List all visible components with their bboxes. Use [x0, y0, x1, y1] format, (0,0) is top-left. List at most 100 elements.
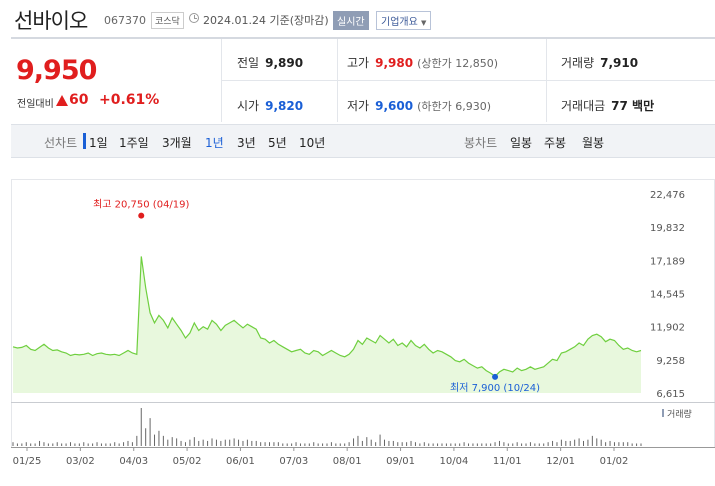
volume: 거래량 7,910 [561, 54, 638, 71]
volume-bar [437, 443, 439, 446]
volume-bar [450, 443, 452, 446]
lower-limit: (하한가 6,930) [417, 100, 491, 113]
max-marker [138, 212, 145, 219]
y-tick-label: 11,902 [650, 323, 685, 334]
volume-bar [273, 442, 275, 446]
volume-bar [123, 442, 125, 446]
tab-daily[interactable]: 일봉 [510, 136, 533, 150]
volume-bar [176, 438, 178, 446]
volume-bar [574, 439, 576, 446]
volume-bar [441, 443, 443, 446]
stock-header: 선바이오 067370 코스닥 2024.01.24 기준(장마감) 실시간 기… [0, 0, 715, 38]
volume-bar [167, 439, 169, 446]
volume-bar [211, 438, 213, 446]
volume-bar [313, 442, 315, 446]
volume-bar [282, 443, 284, 446]
high-label: 고가 [347, 56, 370, 70]
volume-bar [587, 439, 589, 446]
volume-bar [512, 443, 514, 446]
volume-bar [242, 440, 244, 446]
volume-bar [299, 443, 301, 446]
volume-bar [596, 438, 598, 446]
volume-bar [401, 442, 403, 446]
volume-bar [366, 437, 368, 446]
volume-bar [308, 443, 310, 446]
high-price: 고가 9,980 (상한가 12,850) [347, 54, 498, 71]
volume-bar [410, 440, 412, 446]
upper-limit: (상한가 12,850) [417, 57, 498, 70]
volume-bar [286, 443, 288, 446]
prev-close: 전일 9,890 [237, 54, 303, 71]
volume-bar [383, 439, 385, 446]
price-line [12, 256, 642, 378]
volume-bar [140, 408, 142, 446]
volume-bar [109, 443, 111, 446]
tab-monthly[interactable]: 월봉 [582, 136, 605, 150]
volume-bar [127, 440, 129, 446]
tab-3m[interactable]: 3개월 [162, 136, 192, 150]
volume-bar [34, 443, 36, 446]
volume-bar [74, 443, 76, 446]
tab-1y[interactable]: 1년 [205, 136, 224, 150]
change-label: 전일대비 [17, 99, 54, 110]
volume-bar [348, 442, 350, 446]
volume-bar [459, 443, 461, 446]
volume-bar [264, 442, 266, 446]
volume-bar [52, 443, 54, 446]
volume-bar [432, 443, 434, 446]
chart-tabs: 선차트 1일 1주일 3개월 1년 3년 5년 10년 봉차트 일봉 주봉 월봉 [11, 124, 715, 158]
tab-weekly[interactable]: 주봉 [544, 136, 567, 150]
tab-1w[interactable]: 1주일 [119, 136, 149, 150]
base-date-value: 2024.01.24 [203, 14, 266, 27]
volume-bar [118, 443, 120, 446]
volume-bar [25, 442, 27, 446]
tab-5y[interactable]: 5년 [268, 136, 287, 150]
price-area [13, 256, 641, 393]
prev-close-label: 전일 [237, 56, 260, 70]
low-price: 저가 9,600 (하한가 6,930) [347, 97, 491, 114]
realtime-button[interactable]: 실시간 [333, 11, 369, 30]
tab-10y[interactable]: 10년 [299, 136, 326, 150]
volume-bar [326, 443, 328, 446]
volume-bar [149, 418, 151, 446]
volume-bar [379, 434, 381, 446]
volume-bar [552, 440, 554, 446]
up-triangle-icon [56, 95, 68, 106]
volume-bar [246, 439, 248, 446]
volume-bar [454, 443, 456, 446]
volume-label: 거래량 [561, 56, 595, 70]
volume-bar [370, 439, 372, 446]
volume-bar [56, 442, 58, 446]
volume-bar [78, 443, 80, 446]
volume-bar [569, 440, 571, 446]
x-tick-label: 06/01 [226, 456, 255, 467]
volume-bar [600, 439, 602, 446]
volume-bar [215, 439, 217, 446]
volume-bar [114, 442, 116, 446]
low-label: 저가 [347, 99, 370, 113]
trade-amount: 거래대금 77 백만 [561, 97, 654, 114]
volume-bar [317, 443, 319, 446]
volume-bar [543, 443, 545, 446]
tab-1d[interactable]: 1일 [89, 136, 108, 150]
volume-bar [494, 442, 496, 446]
clock-icon [189, 13, 199, 23]
open-value: 9,820 [265, 99, 304, 113]
y-tick-label: 17,189 [650, 256, 685, 267]
volume-bar [605, 442, 607, 446]
volume-bar [184, 442, 186, 446]
volume-bar [87, 443, 89, 446]
divider [221, 80, 715, 81]
volume-bar [229, 439, 231, 446]
volume-bar [224, 439, 226, 446]
low-value: 9,600 [375, 99, 414, 113]
amount-value: 77 백만 [611, 99, 655, 113]
price-chart-svg: 22,476 19,832 17,189 14,545 11,902 9,258 6,615… [11, 179, 715, 467]
volume-bar [322, 443, 324, 446]
volume-bar [30, 443, 32, 446]
volume-bar [476, 443, 478, 446]
amount-label: 거래대금 [561, 99, 606, 113]
tab-3y[interactable]: 3년 [237, 136, 256, 150]
company-info-button[interactable]: 기업개요 ▼ [376, 11, 432, 30]
volume-bar [627, 442, 629, 446]
